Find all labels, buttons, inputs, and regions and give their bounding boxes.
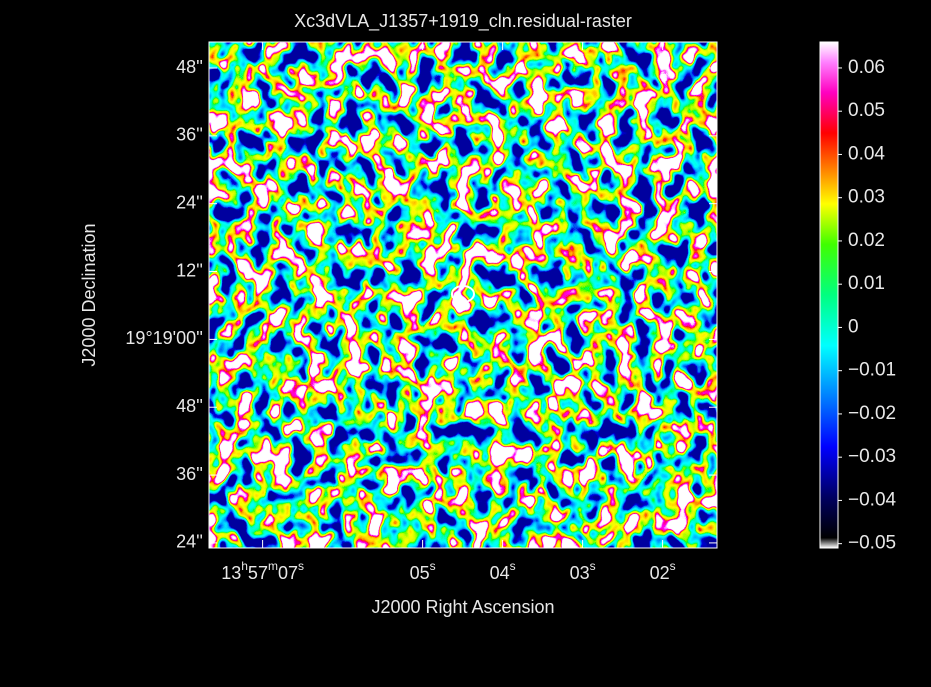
colorbar-tick-label: −0.05: [848, 533, 896, 554]
colorbar-tick-label: 0.05: [848, 100, 885, 121]
colorbar-tick-label: 0.02: [848, 230, 885, 251]
colorbar-tick-label: −0.02: [848, 403, 896, 424]
y-axis-label: J2000 Declination: [79, 223, 99, 366]
region-marker: [451, 285, 475, 303]
x-axis-label: J2000 Right Ascension: [371, 597, 554, 617]
y-tick-label: 36'': [176, 464, 203, 484]
x-tick-label: 03s: [570, 559, 596, 583]
y-tick-label: 19°19'00'': [125, 328, 203, 348]
x-tick-label: 13h57m07s: [221, 559, 304, 583]
colorbar: [819, 41, 839, 549]
y-tick-label: 24'': [176, 532, 203, 552]
x-tick-label: 04s: [490, 559, 516, 583]
colorbar-tick-label: 0.06: [848, 57, 885, 78]
x-tick-label: 05s: [410, 559, 436, 583]
colorbar-tick-label: 0.04: [848, 143, 885, 164]
colorbar-tick-label: −0.03: [848, 446, 896, 467]
colorbar-tick-label: 0.03: [848, 187, 885, 208]
y-tick-label: 48'': [176, 396, 203, 416]
colorbar-tick-label: 0.01: [848, 273, 885, 294]
raster: [209, 42, 717, 548]
y-tick-label: 24'': [176, 192, 203, 212]
y-tick-label: 12'': [176, 260, 203, 280]
colorbar-tick-label: 0: [848, 316, 859, 337]
plot-frame: [208, 41, 718, 549]
chart-title: Xc3dVLA_J1357+1919_cln.residual-raster: [294, 11, 632, 32]
y-tick-label: 36'': [176, 125, 203, 145]
x-tick-label: 02s: [650, 559, 676, 583]
colorbar-tick-label: −0.04: [848, 489, 897, 510]
y-tick-label: 48'': [176, 57, 203, 77]
colorbar-tick-label: −0.01: [848, 360, 896, 381]
